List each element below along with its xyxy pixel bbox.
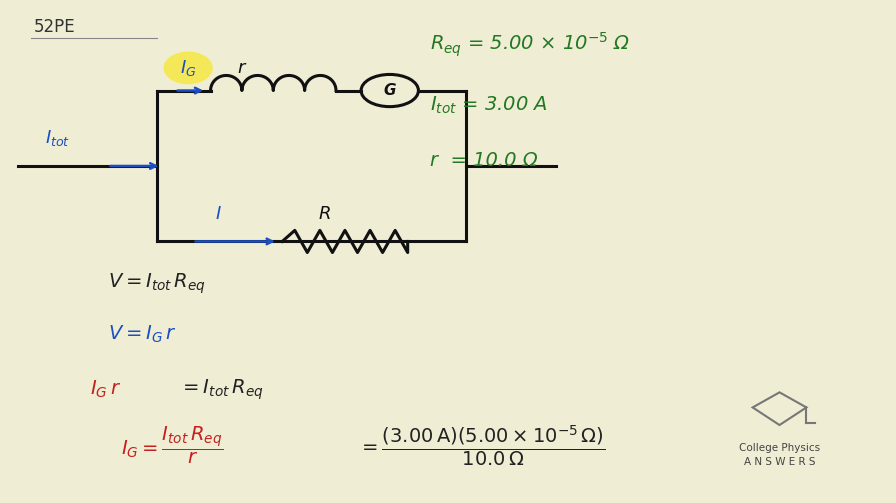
Text: r  = 10.0 Ω: r = 10.0 Ω (430, 151, 538, 171)
Text: $I$: $I$ (215, 205, 222, 223)
Text: $I_{tot}$: $I_{tot}$ (45, 128, 70, 148)
Text: $= I_{tot}\,R_{eq}$: $= I_{tot}\,R_{eq}$ (179, 378, 263, 402)
Ellipse shape (163, 52, 213, 85)
Text: College Physics
A N S W E R S: College Physics A N S W E R S (739, 443, 820, 467)
Text: $= \dfrac{(3.00\,\mathrm{A})(5.00\times10^{-5}\,\Omega)}{10.0\,\Omega}$: $= \dfrac{(3.00\,\mathrm{A})(5.00\times1… (358, 423, 606, 468)
Text: r: r (237, 59, 245, 77)
Text: $V = I_{tot}\,R_{eq}$: $V = I_{tot}\,R_{eq}$ (108, 272, 205, 296)
Text: $R_{eq}$ = 5.00 × 10$^{-5}$ Ω: $R_{eq}$ = 5.00 × 10$^{-5}$ Ω (430, 31, 631, 59)
Text: $I_G\,r$: $I_G\,r$ (90, 379, 121, 400)
Text: 52PE: 52PE (34, 18, 75, 36)
Text: $R$: $R$ (318, 205, 331, 223)
Text: G: G (383, 83, 396, 98)
Text: $V = I_G\,r$: $V = I_G\,r$ (108, 324, 176, 345)
Text: $I_G$: $I_G$ (180, 58, 196, 78)
Text: $I_{tot}$ = 3.00 A: $I_{tot}$ = 3.00 A (430, 95, 547, 116)
Text: $I_G = \dfrac{I_{tot}\,R_{eq}}{r}$: $I_G = \dfrac{I_{tot}\,R_{eq}}{r}$ (121, 425, 223, 466)
